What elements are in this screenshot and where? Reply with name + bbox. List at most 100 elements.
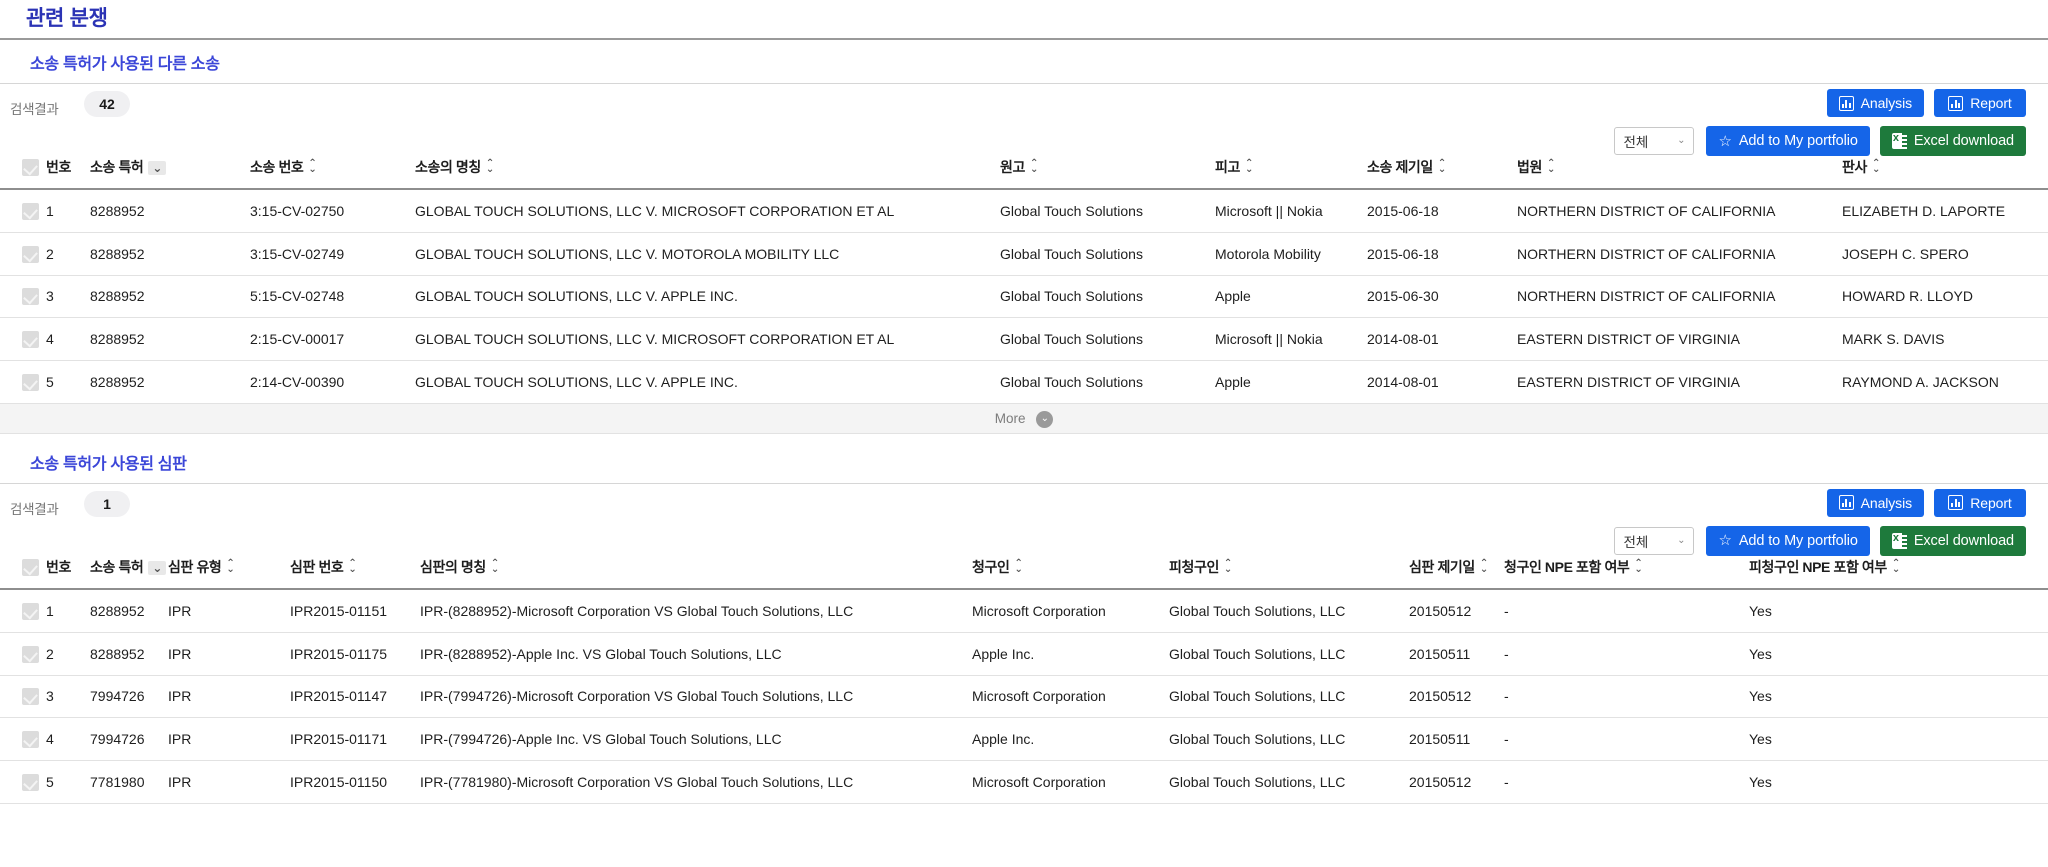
cell-court: EASTERN DISTRICT OF VIRGINIA bbox=[1517, 317, 1842, 362]
add-to-my-portfolio-button[interactable]: ☆ Add to My portfolio bbox=[1706, 126, 1870, 156]
page-title: 관련 분쟁 bbox=[26, 7, 108, 30]
col-defendant[interactable]: 피고 bbox=[1215, 146, 1367, 190]
col-no[interactable]: 번호 bbox=[46, 146, 90, 190]
scope-select[interactable]: 전체 ⌄ bbox=[1614, 127, 1695, 155]
report-button[interactable]: Report bbox=[1934, 488, 2026, 517]
cell-trial-filed-date: 20150511 bbox=[1409, 717, 1504, 762]
section-toolbar: 검색결과 42 Analysis Report 전체 ⌄ ☆ bbox=[0, 84, 2048, 156]
table-row[interactable]: 4 7994726 IPR IPR2015-01171 IPR-(7994726… bbox=[0, 717, 2048, 762]
cell-trial-filed-date: 20150512 bbox=[1409, 675, 1504, 719]
sort-icon[interactable] bbox=[1547, 161, 1555, 173]
row-checkbox[interactable] bbox=[22, 731, 39, 749]
table-row[interactable]: 2 8288952 3:15-CV-02749 GLOBAL TOUCH SOL… bbox=[0, 232, 2048, 276]
sort-icon[interactable] bbox=[1872, 161, 1880, 173]
sort-icon[interactable] bbox=[1030, 161, 1038, 173]
row-checkbox[interactable] bbox=[22, 773, 39, 791]
cell-judge: JOSEPH C. SPERO bbox=[1842, 232, 2048, 276]
report-button[interactable]: Report bbox=[1934, 89, 2026, 117]
cell-case-name: GLOBAL TOUCH SOLUTIONS, LLC V. MICROSOFT… bbox=[415, 189, 1000, 233]
table-row[interactable]: 3 8288952 5:15-CV-02748 GLOBAL TOUCH SOL… bbox=[0, 275, 2048, 319]
cell-respondent-npe: Yes bbox=[1749, 588, 2048, 633]
sort-icon[interactable] bbox=[348, 561, 356, 573]
sort-icon[interactable] bbox=[1634, 561, 1642, 573]
cell-patent: 7994726 bbox=[90, 675, 168, 719]
excel-download-button[interactable]: Excel download bbox=[1879, 126, 2026, 156]
cell-trial-name: IPR-(8288952)-Microsoft Corporation VS G… bbox=[420, 588, 972, 633]
col-trial-type[interactable]: 심판 유형 bbox=[168, 545, 290, 590]
row-checkbox[interactable] bbox=[22, 373, 39, 391]
select-all-checkbox[interactable] bbox=[22, 158, 39, 176]
row-checkbox[interactable] bbox=[22, 645, 39, 663]
col-respondent[interactable]: 피청구인 bbox=[1169, 545, 1409, 590]
cell-respondent-npe: Yes bbox=[1749, 675, 2048, 719]
scope-select-value: 전체 bbox=[1623, 534, 1649, 550]
sort-icon[interactable] bbox=[486, 161, 494, 173]
table-row[interactable]: 1 8288952 3:15-CV-02750 GLOBAL TOUCH SOL… bbox=[0, 189, 2048, 233]
select-all-checkbox[interactable] bbox=[22, 558, 39, 576]
table-row[interactable]: 5 7781980 IPR IPR2015-01150 IPR-(7781980… bbox=[0, 760, 2048, 804]
col-trial-name[interactable]: 심판의 명칭 bbox=[420, 545, 972, 590]
cell-no: 5 bbox=[46, 360, 90, 404]
sort-icon[interactable] bbox=[1245, 161, 1253, 173]
sort-icon[interactable] bbox=[1014, 561, 1022, 573]
result-count: 1 bbox=[84, 490, 130, 517]
excel-download-button[interactable]: Excel download bbox=[1879, 525, 2026, 556]
sort-icon[interactable] bbox=[1224, 561, 1232, 573]
cell-petitioner-npe: - bbox=[1504, 675, 1749, 719]
col-no[interactable]: 번호 bbox=[46, 545, 90, 590]
col-patent[interactable]: 소송 특허 ⌄ bbox=[90, 545, 168, 590]
cell-case-no: 3:15-CV-02750 bbox=[250, 189, 415, 233]
cell-respondent: Global Touch Solutions, LLC bbox=[1169, 632, 1409, 676]
col-case-no[interactable]: 소송 번호 bbox=[250, 146, 415, 190]
cell-no: 4 bbox=[46, 717, 90, 762]
col-trial-filed-date[interactable]: 심판 제기일 bbox=[1409, 545, 1504, 590]
sort-desc-icon[interactable]: ⌄ bbox=[148, 561, 167, 576]
row-select-cell bbox=[0, 360, 46, 404]
section-divider bbox=[0, 482, 2048, 484]
row-checkbox[interactable] bbox=[22, 331, 39, 349]
col-petitioner[interactable]: 청구인 bbox=[972, 545, 1169, 590]
cell-petitioner: Microsoft Corporation bbox=[972, 760, 1169, 804]
row-checkbox[interactable] bbox=[22, 602, 39, 620]
col-trial-no[interactable]: 심판 번호 bbox=[290, 545, 420, 590]
scope-select[interactable]: 전체 ⌄ bbox=[1614, 526, 1695, 555]
analysis-button[interactable]: Analysis bbox=[1826, 488, 1924, 517]
result-count: 42 bbox=[84, 91, 130, 117]
col-case-name[interactable]: 소송의 명칭 bbox=[415, 146, 1000, 190]
section-divider bbox=[0, 83, 2048, 84]
col-filed-date[interactable]: 소송 제기일 bbox=[1367, 146, 1517, 190]
table-row[interactable]: 2 8288952 IPR IPR2015-01175 IPR-(8288952… bbox=[0, 632, 2048, 676]
cell-no: 4 bbox=[46, 317, 90, 362]
cell-petitioner: Apple Inc. bbox=[972, 632, 1169, 676]
col-patent[interactable]: 소송 특허 ⌄ bbox=[90, 146, 250, 190]
add-to-my-portfolio-label: Add to My portfolio bbox=[1738, 133, 1858, 149]
sort-icon[interactable] bbox=[491, 561, 499, 573]
table-row[interactable]: 5 8288952 2:14-CV-00390 GLOBAL TOUCH SOL… bbox=[0, 360, 2048, 404]
table-row[interactable]: 4 8288952 2:15-CV-00017 GLOBAL TOUCH SOL… bbox=[0, 317, 2048, 362]
cell-respondent: Global Touch Solutions, LLC bbox=[1169, 760, 1409, 804]
trials-table: 번호 소송 특허 ⌄ 심판 유형 심판 번호 심판의 명칭 청구인 피청구인 심판… bbox=[0, 545, 2048, 804]
row-checkbox[interactable] bbox=[22, 288, 39, 306]
sort-icon[interactable] bbox=[1480, 561, 1488, 573]
star-icon: ☆ bbox=[1718, 532, 1732, 550]
add-to-my-portfolio-button[interactable]: ☆ Add to My portfolio bbox=[1706, 525, 1870, 556]
more-button[interactable]: More ⌄ bbox=[0, 403, 2048, 434]
table-row[interactable]: 1 8288952 IPR IPR2015-01151 IPR-(8288952… bbox=[0, 588, 2048, 633]
sort-icon[interactable] bbox=[226, 561, 234, 573]
sort-desc-icon[interactable]: ⌄ bbox=[148, 161, 167, 176]
row-checkbox[interactable] bbox=[22, 202, 39, 220]
cell-defendant: Microsoft || Nokia bbox=[1215, 189, 1367, 233]
row-checkbox[interactable] bbox=[22, 245, 39, 263]
cell-defendant: Microsoft || Nokia bbox=[1215, 317, 1367, 362]
cell-case-no: 2:15-CV-00017 bbox=[250, 317, 415, 362]
row-checkbox[interactable] bbox=[22, 688, 39, 706]
analysis-button[interactable]: Analysis bbox=[1826, 89, 1924, 117]
cell-patent: 8288952 bbox=[90, 317, 250, 362]
sort-icon[interactable] bbox=[1892, 561, 1900, 573]
sort-icon[interactable] bbox=[1438, 161, 1446, 173]
cell-petitioner: Microsoft Corporation bbox=[972, 675, 1169, 719]
sort-icon[interactable] bbox=[308, 161, 316, 173]
col-plaintiff[interactable]: 원고 bbox=[1000, 146, 1215, 190]
cell-petitioner-npe: - bbox=[1504, 588, 1749, 633]
table-row[interactable]: 3 7994726 IPR IPR2015-01147 IPR-(7994726… bbox=[0, 675, 2048, 719]
